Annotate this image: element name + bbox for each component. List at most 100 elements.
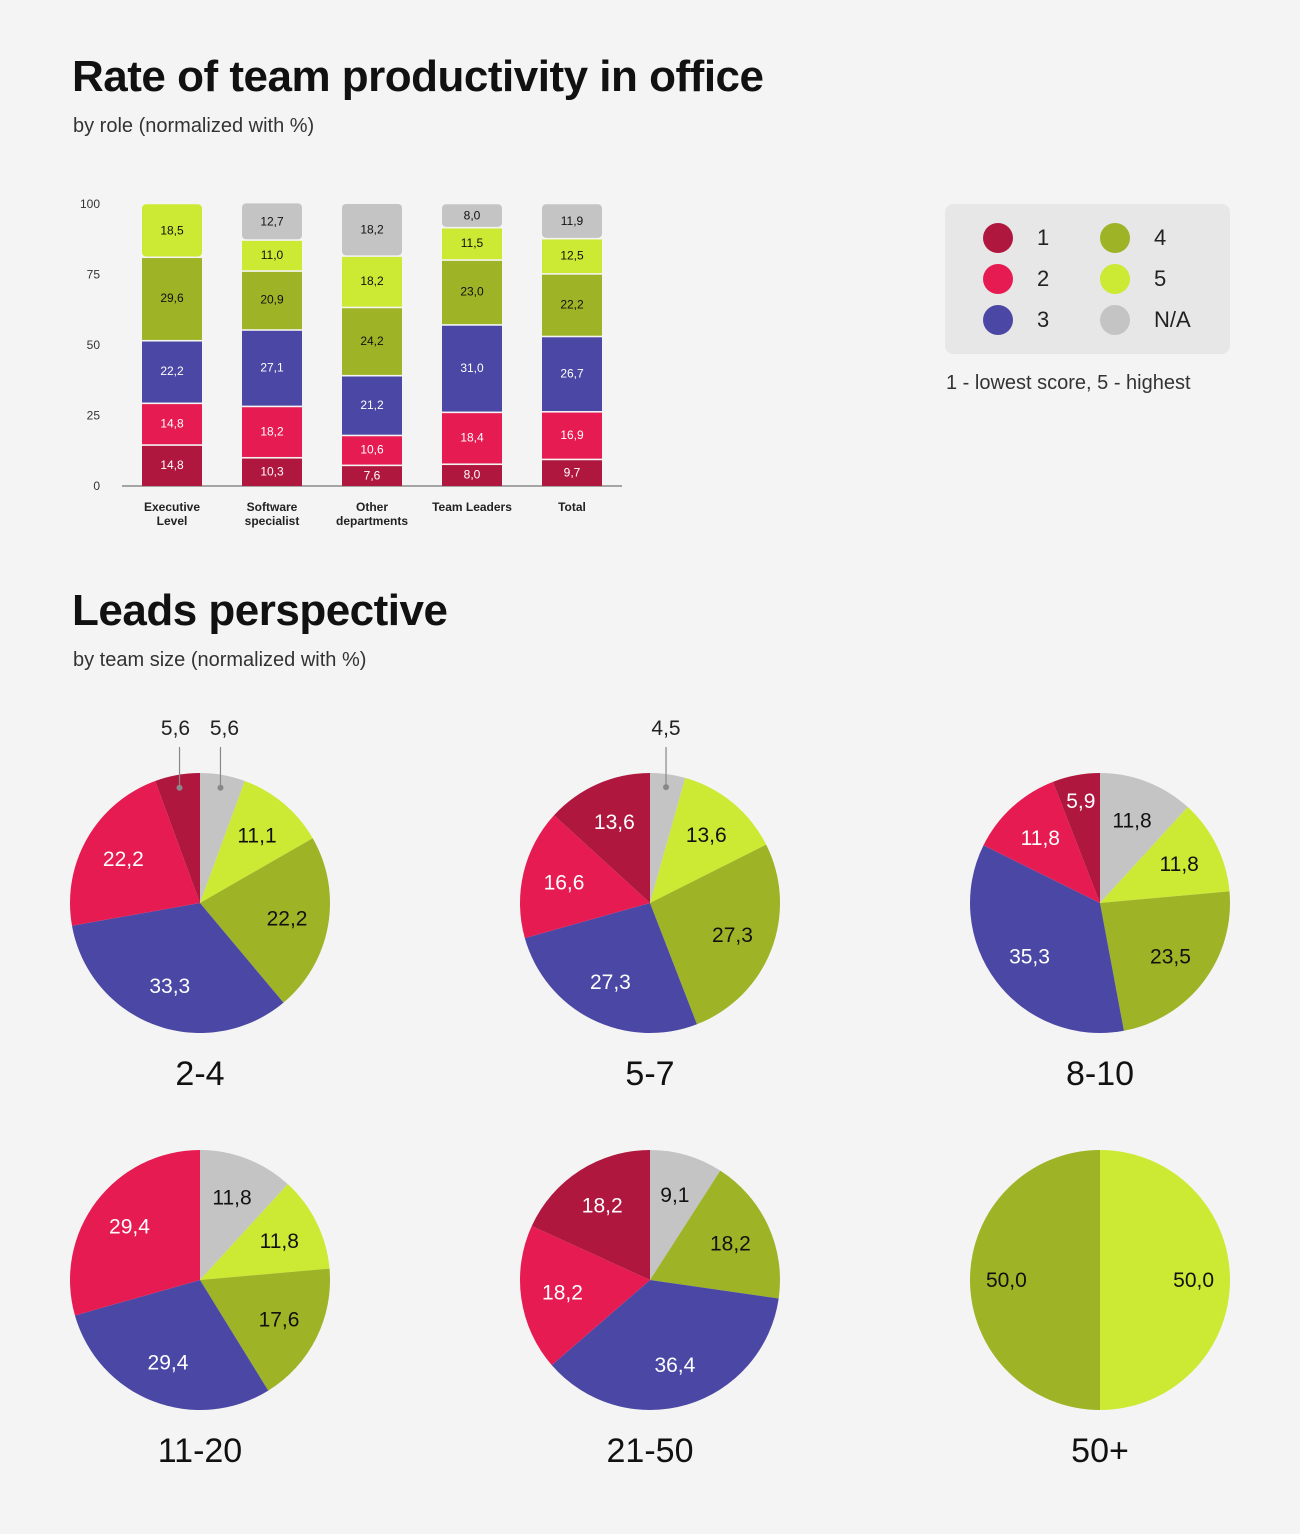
x-tick-label: Level xyxy=(157,514,188,528)
bar-segment-total-1 xyxy=(542,460,602,486)
legend-item-1: 1 xyxy=(983,223,1049,253)
bar-chart-title: Rate of team productivity in office xyxy=(72,52,764,101)
pie-value-label: 18,2 xyxy=(710,1232,751,1255)
pie-value-label: 5,6 xyxy=(161,717,190,740)
legend-swatch-4 xyxy=(1100,223,1130,253)
pie-group-label: 21-50 xyxy=(607,1432,694,1470)
pie-21-50: 9,1 18,2 36,4 18,2 18,2 21-50 xyxy=(520,1150,780,1470)
pie-value-label: 36,4 xyxy=(654,1354,695,1377)
bar-value-label: 18,2 xyxy=(360,274,384,288)
stacked-bar-chart: 0 25 50 75 100 14,8 14,8 22,2 29,6 18,5 ExecutiveL… xyxy=(80,197,622,528)
pie-slice-1 xyxy=(1052,773,1100,903)
pie-slice-2 xyxy=(69,780,200,926)
pie-section-title: Leads perspective xyxy=(72,586,448,635)
legend-swatch-1 xyxy=(983,223,1013,253)
pie-slice-3 xyxy=(524,903,697,1033)
legend-swatch-na xyxy=(1100,305,1130,335)
bar-segment-executive-level-1 xyxy=(142,445,202,486)
bar-value-label: 22,2 xyxy=(560,297,584,311)
bar-segment-team-leaders-2 xyxy=(442,413,502,464)
y-tick-label-75: 75 xyxy=(87,268,101,282)
bar-value-label: 14,8 xyxy=(160,416,184,430)
bar-segment-executive-level-3 xyxy=(142,341,202,403)
legend-item-na: N/A xyxy=(1100,305,1191,335)
pie-slice-5 xyxy=(200,780,313,903)
legend-item-3: 3 xyxy=(983,305,1049,335)
pie-slice-5 xyxy=(1100,807,1230,903)
bar-segment-executive-level-4 xyxy=(142,258,202,340)
legend-label-5: 5 xyxy=(1154,266,1167,291)
pie-slice-4 xyxy=(970,1150,1100,1410)
bar-segment-team-leaders-3 xyxy=(442,325,502,412)
bar-executive-level: 14,8 14,8 22,2 29,6 18,5 xyxy=(142,204,202,486)
legend: 1 2 3 4 5 N/A xyxy=(945,204,1230,354)
y-tick-label-0: 0 xyxy=(93,479,100,493)
bar-value-label: 11,9 xyxy=(561,214,584,228)
bar-segment-software-specialist-1 xyxy=(242,458,302,486)
bar-value-label: 23,0 xyxy=(460,285,484,299)
bar-segment-team-leaders-1 xyxy=(442,465,502,486)
bar-segment-total-4 xyxy=(542,274,602,336)
bar-value-label: 8,0 xyxy=(464,209,481,223)
bar-segment-team-leaders-n-a xyxy=(442,204,502,227)
pie-value-label: 5,6 xyxy=(210,717,239,740)
bar-value-label: 12,7 xyxy=(260,214,284,228)
y-tick-label-100: 100 xyxy=(80,197,100,211)
bar-value-label: 24,2 xyxy=(360,334,384,348)
bar-segment-total-2 xyxy=(542,412,602,459)
bar-segment-software-specialist-4 xyxy=(242,271,302,330)
bar-segment-other-departments-2 xyxy=(342,436,402,465)
pie-value-label: 23,5 xyxy=(1150,945,1191,968)
pie-group-label: 2-4 xyxy=(175,1055,224,1093)
legend-swatch-3 xyxy=(983,305,1013,335)
y-tick-label-25: 25 xyxy=(87,409,101,423)
pie-value-label: 18,2 xyxy=(542,1282,583,1305)
pie-slice-4 xyxy=(200,838,330,1003)
pie-slice-1 xyxy=(155,773,200,903)
bar-total: 9,7 16,9 26,7 22,2 12,5 11,9 xyxy=(542,204,602,486)
pie-value-label: 9,1 xyxy=(660,1184,689,1207)
x-tick-label: Executive xyxy=(144,500,200,514)
bar-value-label: 29,6 xyxy=(160,291,184,305)
bar-segment-software-specialist-3 xyxy=(242,330,302,406)
pie-slice-n-a xyxy=(1100,773,1188,903)
bar-segment-total-5 xyxy=(542,239,602,274)
bar-value-label: 18,2 xyxy=(260,424,284,438)
bar-value-label: 20,9 xyxy=(260,293,284,307)
bar-segment-executive-level-5 xyxy=(142,204,202,257)
pie-value-label: 11,8 xyxy=(1021,827,1060,850)
pie-slice-3 xyxy=(72,903,284,1033)
pie-group-label: 8-10 xyxy=(1066,1055,1134,1093)
pie-slice-5 xyxy=(200,1184,330,1280)
pie-slice-n-a xyxy=(200,773,245,903)
pie-value-label: 27,3 xyxy=(590,971,631,994)
pie-value-label: 27,3 xyxy=(712,924,753,947)
pie-value-label: 22,2 xyxy=(103,848,144,871)
bar-segment-team-leaders-4 xyxy=(442,260,502,325)
x-tick-label: Software xyxy=(247,500,298,514)
bar-segment-other-departments-n-a xyxy=(342,204,402,256)
bar-value-label: 14,8 xyxy=(160,458,184,472)
pie-slice-n-a xyxy=(650,773,686,903)
bar-segment-other-departments-5 xyxy=(342,256,402,307)
pie-2-4: 5,6 11,1 22,2 33,3 22,2 5,6 2-4 xyxy=(69,717,330,1093)
legend-item-2: 2 xyxy=(983,264,1049,294)
pie-value-label: 16,6 xyxy=(544,872,585,895)
x-tick-label: Total xyxy=(558,500,586,514)
bar-value-label: 22,2 xyxy=(160,364,184,378)
pie-value-label: 18,2 xyxy=(582,1195,623,1218)
bar-segment-software-specialist-n-a xyxy=(242,203,302,240)
pie-slice-n-a xyxy=(200,1150,288,1280)
pie-slice-2 xyxy=(69,1150,201,1316)
legend-label-2: 2 xyxy=(1037,266,1050,291)
pie-slice-3 xyxy=(970,845,1124,1033)
x-tick-label: departments xyxy=(336,514,408,528)
pie-slice-3 xyxy=(74,1280,269,1410)
bar-value-label: 18,2 xyxy=(360,223,384,237)
pie-slice-2 xyxy=(983,781,1100,903)
pie-slice-n-a xyxy=(650,1150,721,1280)
pie-value-label: 17,6 xyxy=(259,1309,300,1332)
bar-value-label: 11,0 xyxy=(261,248,284,262)
pie-slice-5 xyxy=(1100,1150,1230,1410)
bar-value-label: 31,0 xyxy=(460,361,484,375)
